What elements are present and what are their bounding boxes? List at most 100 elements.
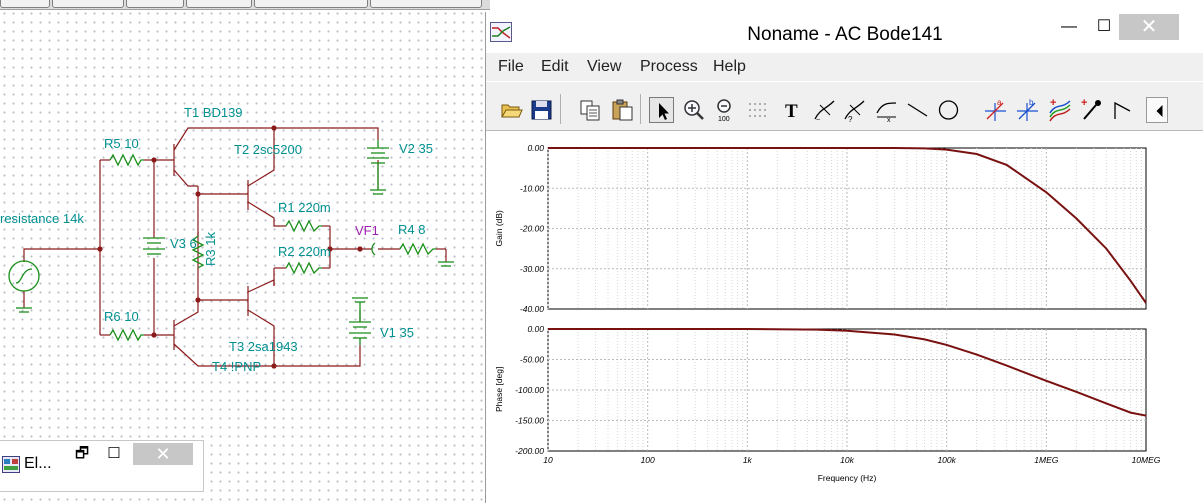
x-tick-label: 10 [543, 455, 553, 465]
maximize-button[interactable]: ☐ [1096, 18, 1112, 35]
schematic-canvas[interactable]: T1 BD139 T2 2sc5200 R1 220m R2 220m R5 1… [0, 0, 490, 503]
component-labels: T1 BD139 T2 2sc5200 R1 220m R2 220m R5 1… [0, 105, 433, 374]
label-t1: T1 BD139 [184, 105, 243, 120]
x-tick-label: 1MEG [1034, 455, 1058, 465]
cursor-a-icon[interactable]: a [983, 97, 1008, 123]
component-tab[interactable] [126, 0, 184, 8]
text-icon[interactable]: T [781, 97, 806, 123]
y-tick-label: -10.00 [520, 183, 544, 193]
menu-file[interactable]: File [498, 58, 524, 75]
y-tick-label: -200.00 [515, 446, 544, 456]
pulse-icon[interactable] [1110, 97, 1135, 123]
svg-text:T: T [785, 101, 798, 122]
x-tick-label: 100 [641, 455, 655, 465]
bode-app-icon [490, 22, 512, 42]
line-icon[interactable] [905, 97, 930, 123]
pointer-icon[interactable] [649, 97, 674, 123]
svg-text:~: ~ [816, 117, 820, 123]
label-v1: V1 35 [380, 325, 414, 340]
y-tick-label: -20.00 [520, 224, 544, 234]
title-bar[interactable]: Noname - AC Bode141 — ☐ ✕ [486, 12, 1203, 50]
x-tick-label: 10MEG [1132, 455, 1161, 465]
series-line [548, 328, 1147, 417]
svg-text:+: + [1050, 97, 1056, 109]
minimize-button[interactable]: — [1061, 18, 1077, 35]
bode-plots: 0.00 -10.00 -20.00 -30.00 -40.00 0.00 -50.00 -… [494, 143, 1161, 483]
svg-text:a: a [997, 98, 1002, 107]
label-r5: R5 10 [104, 136, 139, 151]
svg-text:+: + [1081, 97, 1087, 109]
y-tick-label: -30.00 [520, 264, 544, 274]
menu-bar: File Edit View Process Help [486, 53, 1203, 81]
x-tick-label: 1k [743, 455, 753, 465]
component-tab[interactable] [254, 0, 368, 8]
formula-icon[interactable]: x [874, 97, 899, 123]
junction-dots [97, 125, 363, 369]
component-tab[interactable] [0, 0, 50, 8]
circle-icon[interactable] [936, 97, 961, 123]
label-source: resistance 14k [0, 211, 84, 226]
cursor-b-icon[interactable]: b [1015, 97, 1040, 123]
menu-help[interactable]: Help [713, 58, 746, 75]
paste-icon[interactable] [610, 97, 635, 123]
series-line [548, 147, 1147, 304]
svg-text:100: 100 [718, 116, 730, 123]
app-icon [2, 456, 20, 473]
close-button[interactable]: ✕ [1119, 14, 1179, 40]
curve-add-icon[interactable]: + [1048, 97, 1073, 123]
x-tick-label: 100k [937, 455, 956, 465]
label-r3: R3 1k [203, 232, 218, 266]
menu-process[interactable]: Process [640, 58, 698, 75]
zoom-in-icon[interactable] [681, 97, 706, 123]
label-v2: V2 35 [399, 141, 433, 156]
y-tick-label: -40.00 [520, 304, 544, 314]
label-r4: R4 8 [398, 222, 425, 237]
label-vf1: VF1 [355, 223, 379, 238]
y-tick-label: -150.00 [515, 416, 544, 426]
component-tab[interactable] [186, 0, 252, 8]
y-tick-label: 0.00 [527, 324, 544, 334]
restore-button[interactable]: 🗗 [74, 445, 90, 462]
bode-plot-area[interactable]: 0.00 -10.00 -20.00 -30.00 -40.00 0.00 -50.00 -… [486, 131, 1203, 503]
label-v3: V3 6 [170, 236, 197, 251]
component-tab[interactable] [52, 0, 124, 8]
open-icon[interactable] [499, 97, 524, 123]
probe-icon[interactable]: + [1079, 97, 1104, 123]
minimized-window-title: El... [24, 455, 52, 472]
label-t2: T2 2sc5200 [234, 142, 302, 157]
scroll-left-icon[interactable] [1146, 97, 1168, 123]
save-icon[interactable] [529, 97, 554, 123]
close-button[interactable]: ✕ [133, 443, 193, 465]
query-marker-icon[interactable]: ? [842, 97, 867, 123]
grid-icon[interactable] [745, 97, 770, 123]
y-tick-label: -50.00 [520, 355, 544, 365]
window-title: Noname - AC Bode141 [747, 24, 943, 45]
menu-edit[interactable]: Edit [541, 58, 569, 75]
minimized-window[interactable]: El... 🗗 ☐ ✕ [0, 440, 204, 492]
maximize-button[interactable]: ☐ [107, 445, 121, 462]
tilde-marker-icon[interactable]: ~ [812, 97, 837, 123]
label-r1: R1 220m [278, 200, 331, 215]
gain-plot: 0.00 -10.00 -20.00 -30.00 -40.00 [520, 143, 1147, 314]
svg-text:x: x [887, 117, 891, 123]
x-tick-label: 10k [840, 455, 854, 465]
svg-text:?: ? [848, 115, 853, 123]
bode-plot-window: Noname - AC Bode141 — ☐ ✕ File Edit View… [485, 12, 1203, 503]
zoom-100-icon[interactable]: 100 [712, 97, 737, 123]
copy-icon[interactable] [578, 97, 603, 123]
frequency-axis-label: Frequency (Hz) [818, 473, 877, 483]
component-tab[interactable] [370, 0, 482, 8]
menu-view[interactable]: View [587, 58, 622, 75]
svg-text:b: b [1029, 98, 1034, 107]
circuit-diagram: T1 BD139 T2 2sc5200 R1 220m R2 220m R5 1… [0, 105, 454, 374]
component-tabs-strip [0, 0, 490, 10]
gain-axis-label: Gain (dB) [494, 210, 504, 247]
label-r6: R6 10 [104, 309, 139, 324]
phase-axis-label: Phase [deg] [494, 367, 504, 412]
label-t4: T4 !PNP [212, 359, 261, 374]
y-tick-label: 0.00 [527, 143, 544, 153]
toolbar: 100 T ~ ? x a b + + [486, 82, 1203, 131]
label-t3: T3 2sa1943 [229, 339, 298, 354]
components [8, 140, 454, 345]
